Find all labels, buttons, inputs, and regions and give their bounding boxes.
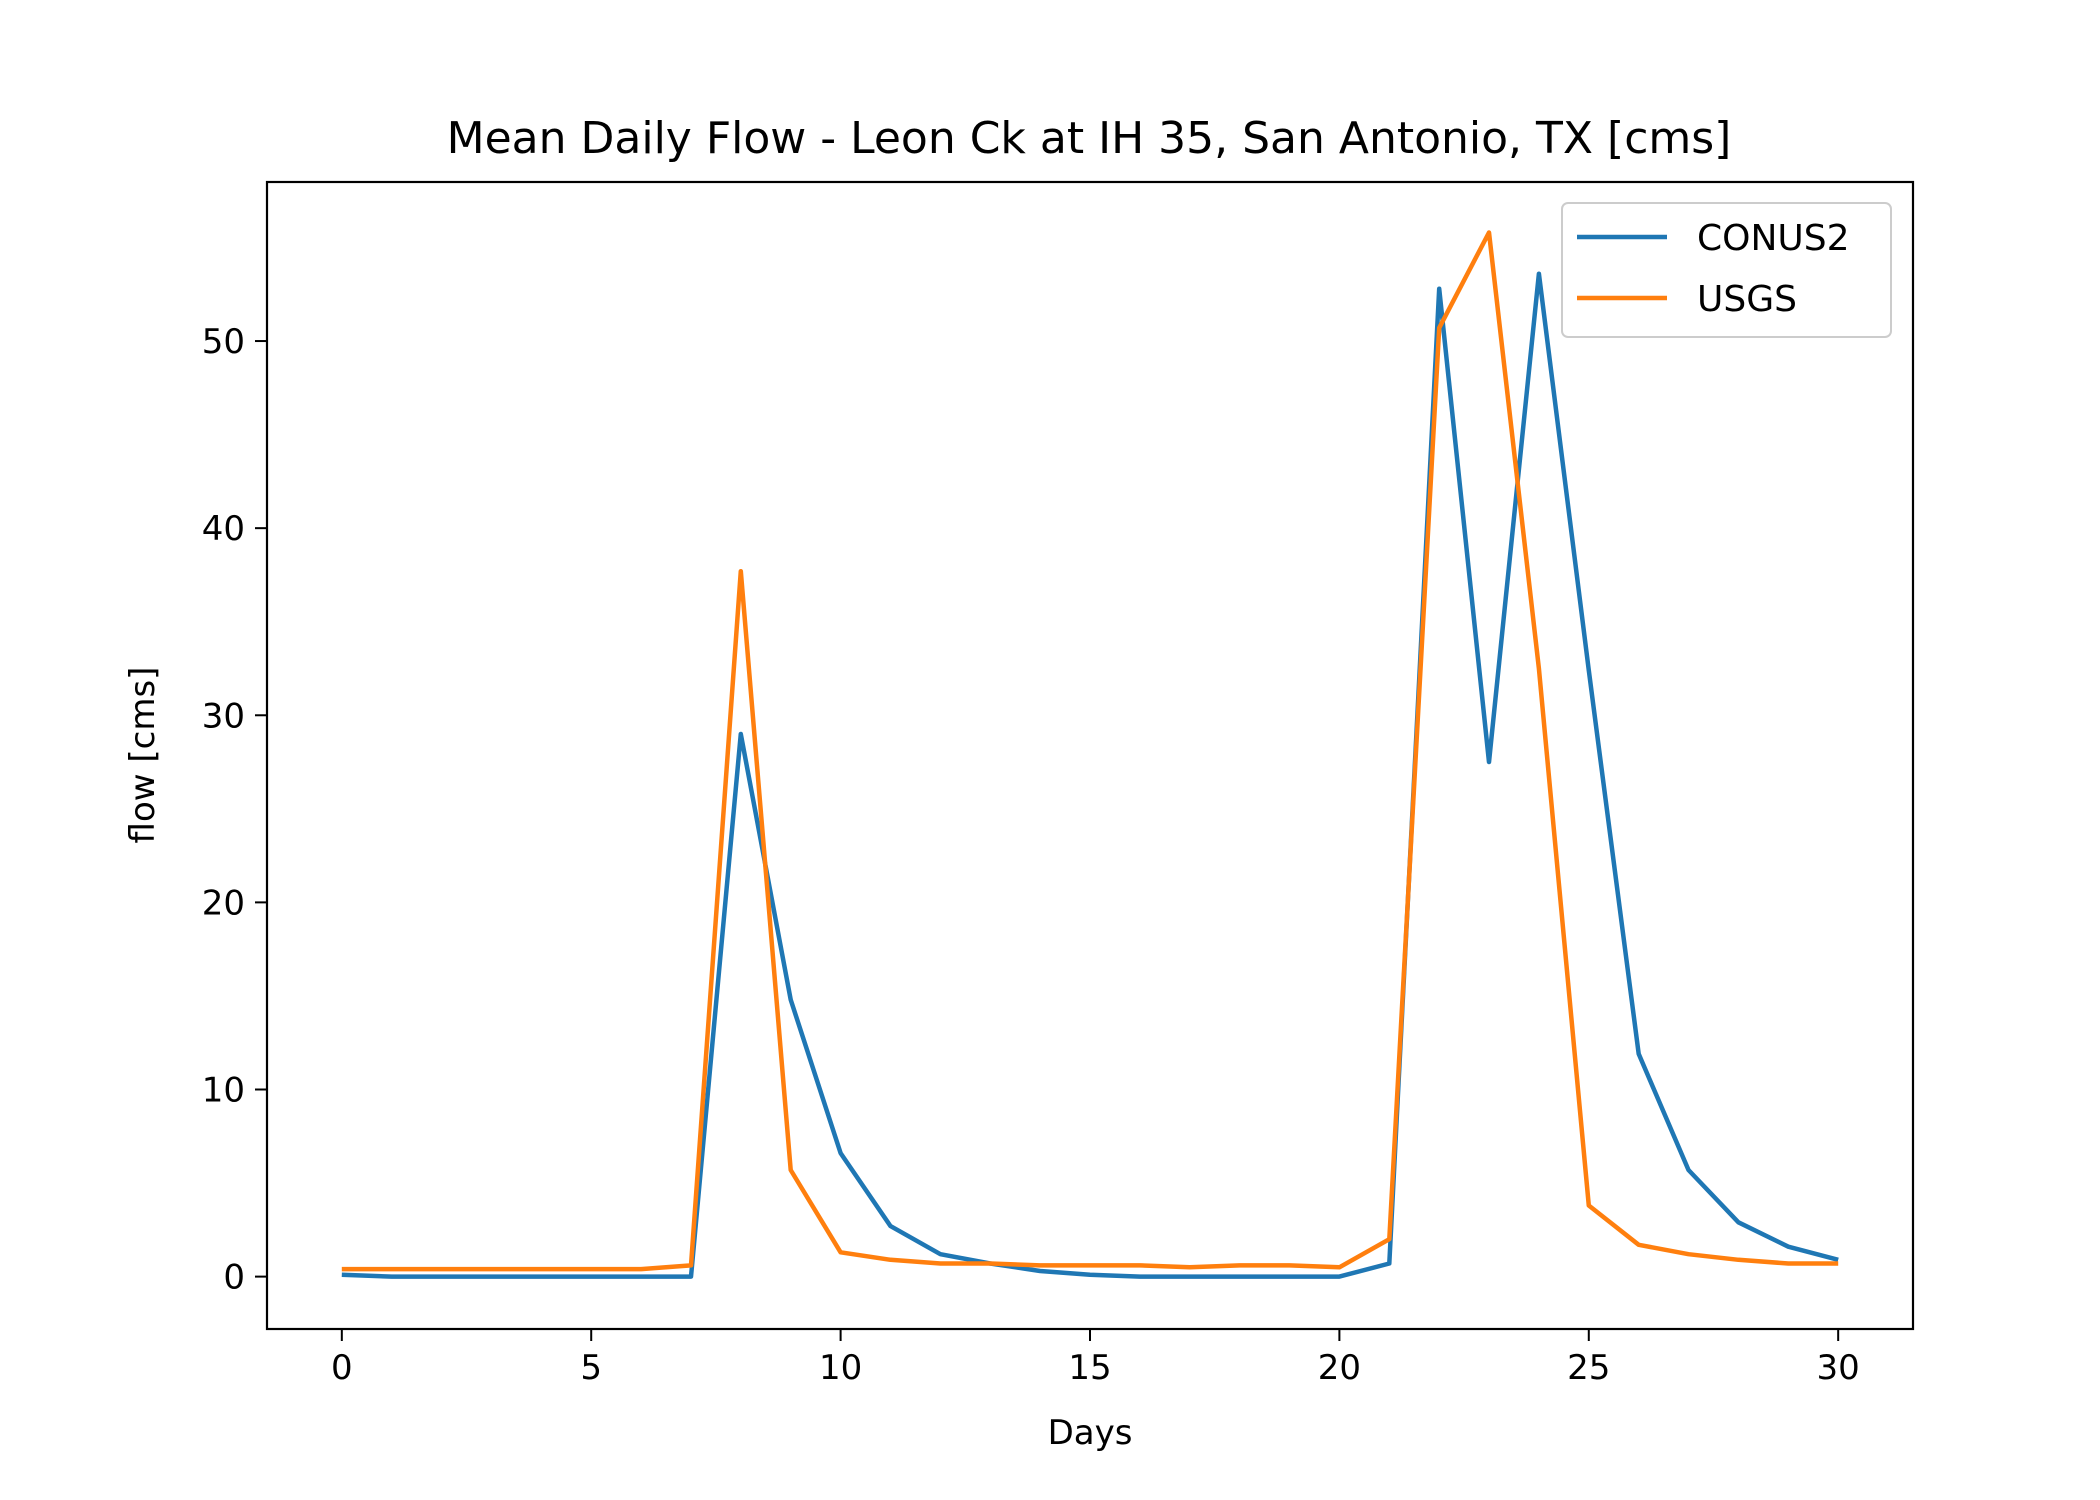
x-tick-label: 30 [1817,1348,1860,1388]
y-axis: 0 10 20 30 40 50 [202,322,267,1298]
x-tick-label: 15 [1068,1348,1111,1388]
y-tick-label: 30 [202,696,245,736]
legend-label-conus2: CONUS2 [1697,218,1850,259]
series-line-usgs [341,230,1839,1272]
plot-frame [265,180,1915,1331]
y-tick-label: 40 [202,509,245,549]
x-axis: 0 5 10 15 20 25 30 [331,1329,1860,1388]
x-tick-label: 0 [331,1348,353,1388]
series-layer [341,230,1839,1279]
y-tick-label: 10 [202,1070,245,1110]
legend: CONUS2 USGS [1561,202,1892,338]
y-tick-label: 0 [223,1258,245,1298]
series-line-conus2 [341,271,1839,1279]
x-tick-label: 5 [580,1348,602,1388]
x-tick-label: 25 [1567,1348,1610,1388]
y-tick-label: 20 [202,883,245,923]
x-axis-label: Days [1048,1413,1133,1453]
y-tick-label: 50 [202,322,245,362]
x-tick-label: 20 [1318,1348,1361,1388]
legend-label-usgs: USGS [1697,279,1797,320]
x-tick-label: 10 [819,1348,862,1388]
chart-title: Mean Daily Flow - Leon Ck at IH 35, San … [447,113,1732,164]
y-axis-label: flow [cms] [123,667,163,844]
